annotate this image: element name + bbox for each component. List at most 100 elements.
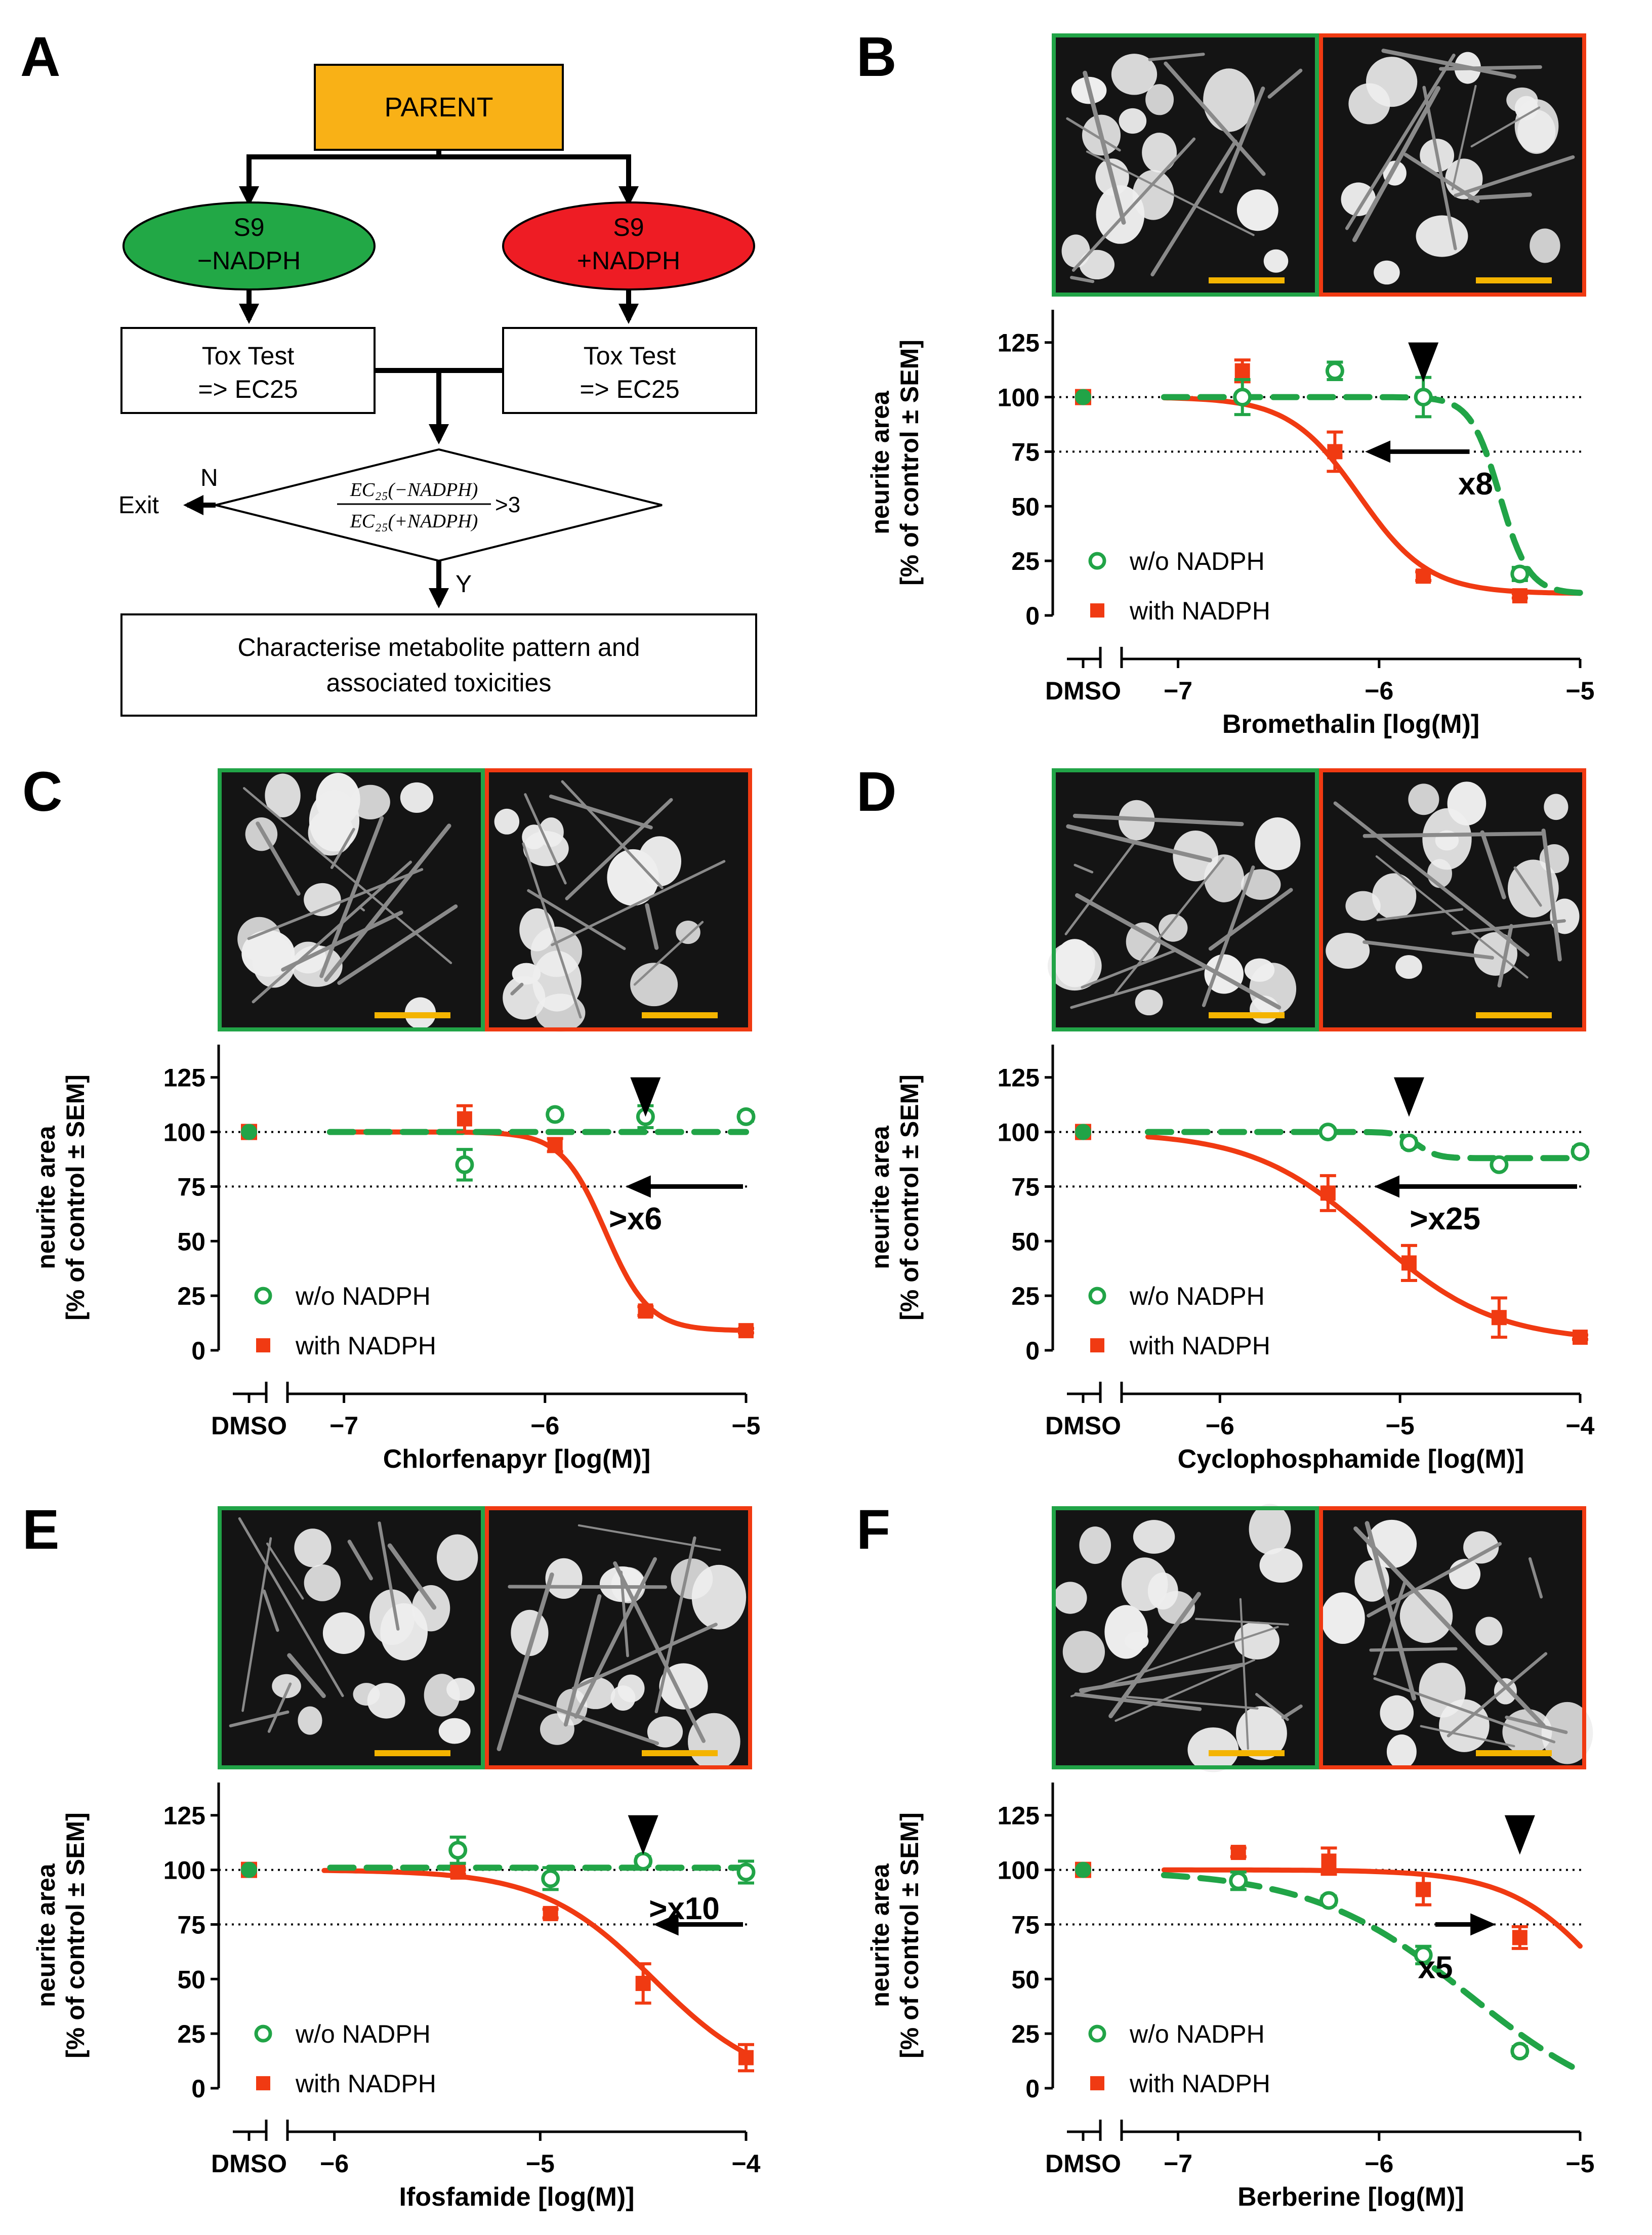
x-tick-label: −5 — [526, 2149, 555, 2178]
y-tick-label: 100 — [998, 384, 1040, 412]
micrograph-with-nadph-neurite — [654, 1536, 696, 1714]
micrograph-with-nadph-neurite — [1451, 919, 1566, 935]
micrograph-wo-nadph-cell — [1124, 1632, 1149, 1650]
micrograph-wo-nadph-cell — [400, 782, 434, 813]
parent-label: PARENT — [384, 92, 493, 122]
micrograph-wo-nadph-cell — [1203, 68, 1255, 132]
data-point-with-nadph — [1573, 1330, 1588, 1345]
data-point-with-nadph — [1512, 1930, 1527, 1946]
data-point-with-nadph — [635, 1975, 651, 1991]
y-tick-label: 50 — [1011, 1227, 1040, 1256]
micrograph-wo-nadph-neurite — [1086, 150, 1255, 236]
y-tick-label: 100 — [998, 1856, 1040, 1885]
data-point-wo-nadph — [1510, 2042, 1530, 2061]
arrow-parent-left — [239, 150, 441, 206]
micrograph-wo-nadph-cell — [1187, 1727, 1239, 1772]
micrograph-with-nadph-neurite — [1362, 832, 1545, 838]
micrograph-wo-nadph-neurite — [1255, 1693, 1289, 1721]
micrograph-with-nadph-cell — [1408, 783, 1439, 815]
micrograph-with-nadph-cell — [610, 1685, 636, 1711]
micrograph-with-nadph-neurite — [1375, 855, 1529, 979]
ellipse-left-line1: S9 — [233, 213, 264, 241]
micrograph-wo-nadph-cell — [1263, 249, 1289, 273]
data-point-with-nadph — [1327, 444, 1343, 460]
micrograph-with-nadph-neurite — [563, 1594, 602, 1727]
micrograph-wo-nadph-neurite — [262, 1589, 279, 1632]
micrograph-wo-nadph-neurite — [1070, 276, 1095, 283]
micrograph-wo-nadph-neurite — [1239, 1598, 1249, 1750]
y-tick-label: 50 — [177, 1227, 205, 1256]
micrograph-wo-nadph-neurite — [229, 1710, 290, 1728]
fold-arrow-head — [1374, 1175, 1399, 1198]
x-axis-label: Chlorfenapyr [log(M)] — [383, 1444, 651, 1474]
micrograph-with-nadph-cell — [607, 849, 659, 906]
legend-label-with-nadph: with NADPH — [295, 1332, 436, 1360]
flowchart: A PARENT S9 −NADPH S9 +NADPH Tox Test =>… — [20, 26, 757, 717]
panel-letter-a: A — [20, 26, 60, 88]
fold-arrow-head — [1470, 1913, 1496, 1936]
micrograph-with-nadph-neurite — [1454, 155, 1575, 197]
legend-label-with-nadph: with NADPH — [1129, 597, 1270, 625]
y-axis-label-line1: neurite area — [866, 390, 894, 534]
micrograph-wo-nadph-neurite — [238, 1517, 344, 1698]
micrograph-with-nadph-neurite — [1505, 1715, 1568, 1734]
micrograph-wo-nadph-neurite — [1081, 949, 1176, 989]
y-tick-label: 125 — [998, 1802, 1040, 1830]
y-tick-label: 125 — [998, 329, 1040, 357]
micrograph-wo-nadph-cell — [1126, 922, 1161, 961]
micrograph-with-nadph-neurite — [1345, 53, 1456, 230]
micrograph-wo-nadph-cell — [411, 1585, 450, 1632]
micrograph-wo-nadph-neurite — [267, 1682, 292, 1733]
ec25-marker-arrow — [630, 1077, 661, 1117]
fit-curve-with-nadph — [1161, 395, 1583, 596]
legend-marker-wo-nadph — [1088, 552, 1106, 570]
micrograph-wo-nadph-cell — [350, 784, 390, 820]
label-exit: Exit — [118, 492, 159, 519]
decision-threshold: >3 — [495, 492, 520, 517]
y-tick-label: 0 — [191, 2075, 205, 2103]
x-tick-label: −6 — [1365, 677, 1393, 705]
data-point-with-nadph — [1230, 1845, 1246, 1860]
x-tick-label: −5 — [1565, 2149, 1594, 2178]
micrograph-wo-nadph-cell — [1119, 108, 1147, 134]
micrograph-wo-nadph-cell — [1236, 189, 1278, 231]
micrograph-with-nadph-neurite — [1403, 153, 1480, 203]
y-tick-label: 50 — [1011, 1965, 1040, 1994]
tox-right-line2: => EC25 — [580, 375, 679, 403]
micrograph-wo-nadph-neurite — [337, 904, 458, 985]
panel-letter-d: D — [856, 761, 896, 823]
y-tick-label: 125 — [163, 1802, 205, 1830]
micrograph-with-nadph-neurite — [1333, 801, 1530, 957]
x-tick-label: −6 — [530, 1412, 559, 1440]
data-point-wo-nadph — [1325, 361, 1344, 381]
y-tick-label: 0 — [1025, 2075, 1040, 2103]
data-point-wo-nadph — [1229, 1871, 1248, 1890]
data-point-wo-nadph — [1414, 388, 1433, 407]
final-line1: Characterise metabolite pattern and — [238, 633, 640, 661]
scale-bar — [642, 1750, 718, 1756]
micrograph-wo-nadph-cell — [1053, 1582, 1087, 1614]
micrograph-with-nadph-cell — [1380, 1695, 1414, 1731]
legend-marker-wo-nadph — [254, 1287, 272, 1305]
tox-test-right — [502, 327, 757, 414]
y-axis-label-line2: [% of control ± SEM] — [895, 1812, 924, 2058]
micrograph-wo-nadph-cell — [294, 1528, 332, 1567]
y-axis-label-line1: neurite area — [866, 1125, 894, 1269]
y-tick-label: 25 — [1011, 2020, 1040, 2048]
y-tick-label: 25 — [177, 1282, 205, 1310]
micrograph-wo-nadph-neurite — [1066, 824, 1212, 862]
panel-letter-e: E — [22, 1499, 59, 1561]
data-point-with-nadph — [1401, 1255, 1417, 1271]
fit-curve-wo-nadph — [1145, 1129, 1583, 1162]
micrograph-wo-nadph-neurite — [1114, 856, 1225, 995]
micrograph-wo-nadph-neurite — [1219, 86, 1265, 194]
y-axis-label-line2: [% of control ± SEM] — [61, 1812, 90, 2058]
micrograph-with-nadph-cell — [545, 1558, 583, 1599]
y-tick-label: 100 — [998, 1119, 1040, 1147]
micrograph-with-nadph-neurite — [1470, 106, 1541, 148]
fold-change-label: >x10 — [649, 1891, 720, 1926]
legend-label-wo-nadph: w/o NADPH — [295, 1282, 431, 1310]
y-tick-label: 0 — [1025, 1337, 1040, 1365]
dmso-label: DMSO — [1045, 677, 1121, 705]
x-axis-label: Berberine [log(M)] — [1237, 2182, 1464, 2212]
